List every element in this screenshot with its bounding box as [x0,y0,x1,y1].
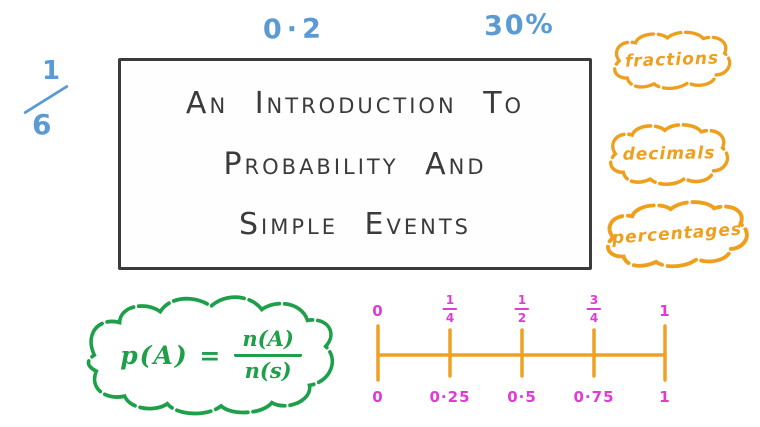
title-line-3: Simple Events [239,206,471,242]
fraction-one-sixth: 1 6 [16,56,76,160]
numberline-top-label-quarter: 1 4 [442,294,458,325]
formula-cloud: p(A) = n(A) n(s) [74,290,348,420]
percent-example: 30% [483,8,556,43]
numberline-bottom-label-0: 0 [372,388,384,406]
numberline-bottom-label-1: 1 [659,388,671,406]
cloud-outline-icon [613,30,732,91]
title-box: An Introduction To Probability And Simpl… [118,58,592,270]
frac-den: 2 [517,311,527,325]
frac-den: 4 [589,311,599,325]
number-line: 0 1 4 1 2 3 4 1 0 0·25 0·5 0·75 1 [352,294,682,416]
numberline-bottom-label-05: 0·5 [507,388,537,406]
cloud-fractions: fractions [605,28,739,93]
numberline-top-label-half: 1 2 [514,294,530,325]
numberline-top-label-three-quarters: 3 4 [586,294,602,325]
probability-formula: p(A) = n(A) n(s) [120,326,302,383]
number-line-axis [376,324,667,382]
cloud-outline-icon [86,295,335,416]
numberline-top-label-1: 1 [659,302,671,320]
numberline-bottom-label-075: 0·75 [573,388,615,406]
numberline-bottom-label-025: 0·25 [429,388,471,406]
fraction-denominator: 6 [32,108,52,141]
numberline-top-label-0: 0 [372,302,384,320]
cloud-decimals: decimals [601,121,736,187]
frac-num: 1 [514,294,530,310]
cloud-percentages: percentages [595,195,759,274]
cloud-outline-icon [606,200,749,269]
decimal-example: 0·2 [262,13,327,46]
title-line-2: Probability And [223,146,487,182]
cloud-decimals-label: decimals [622,143,716,165]
formula-numerator: n(A) [234,326,302,357]
formula-fraction: n(A) n(s) [234,326,302,383]
title-line-1: An Introduction To [185,86,525,122]
fraction-numerator: 1 [42,56,61,86]
frac-num: 3 [586,294,602,310]
formula-denominator: n(s) [244,358,292,383]
cloud-outline-icon [609,123,730,187]
formula-lhs: p(A) = [120,340,223,370]
frac-num: 1 [442,294,458,310]
frac-den: 4 [445,311,455,325]
cloud-fractions-label: fractions [624,48,720,72]
